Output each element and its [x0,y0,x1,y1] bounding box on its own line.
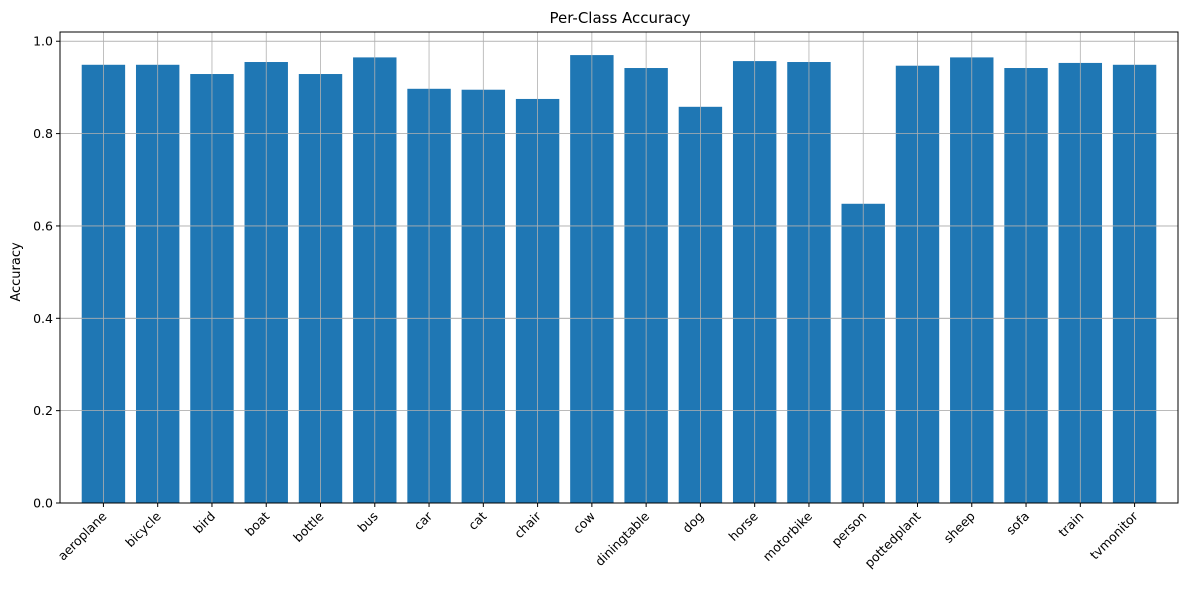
x-tick-label: motorbike [760,508,816,564]
x-tick-label: car [411,508,436,533]
x-tick-label: sofa [1003,509,1032,538]
x-tick-label: bird [190,509,218,537]
x-tick-label: bicycle [122,508,164,550]
x-tick-label: pottedplant [861,508,923,570]
x-tick-label: dog [679,509,706,536]
y-tick-label: 0.6 [33,218,53,233]
y-tick-label: 0.2 [33,403,53,418]
x-tick-label: cat [465,508,489,532]
x-tick-label: cow [570,509,598,537]
x-tick-label: diningtable [592,508,653,569]
x-tick-label: boat [242,508,273,539]
y-axis-ticks: 0.0 0.2 0.4 0.6 0.8 1.0 [33,34,60,511]
x-tick-label: horse [726,508,762,544]
x-tick-label: person [828,509,869,550]
plot-frame [59,31,1179,504]
y-tick-label: 0.4 [33,311,53,326]
x-tick-label: sheep [941,508,978,545]
bars [81,55,1157,504]
x-tick-label: bottle [290,508,327,545]
y-tick-label: 1.0 [33,34,53,49]
y-axis-label: Accuracy [9,242,24,302]
x-tick-label: chair [511,508,544,541]
x-tick-label: tvmonitor [1087,508,1141,562]
y-tick-label: 0.0 [33,496,53,511]
x-tick-label: train [1055,509,1086,540]
x-axis-ticks: aeroplane bicycle bird boat bottle bus car cat c… [55,503,1141,571]
y-tick-label: 0.8 [33,126,53,141]
x-tick-label: bus [354,509,380,535]
grid-lines-over-bars [60,32,1178,503]
chart-title: Per-Class Accuracy [549,9,690,27]
x-tick-label: aeroplane [55,508,110,563]
